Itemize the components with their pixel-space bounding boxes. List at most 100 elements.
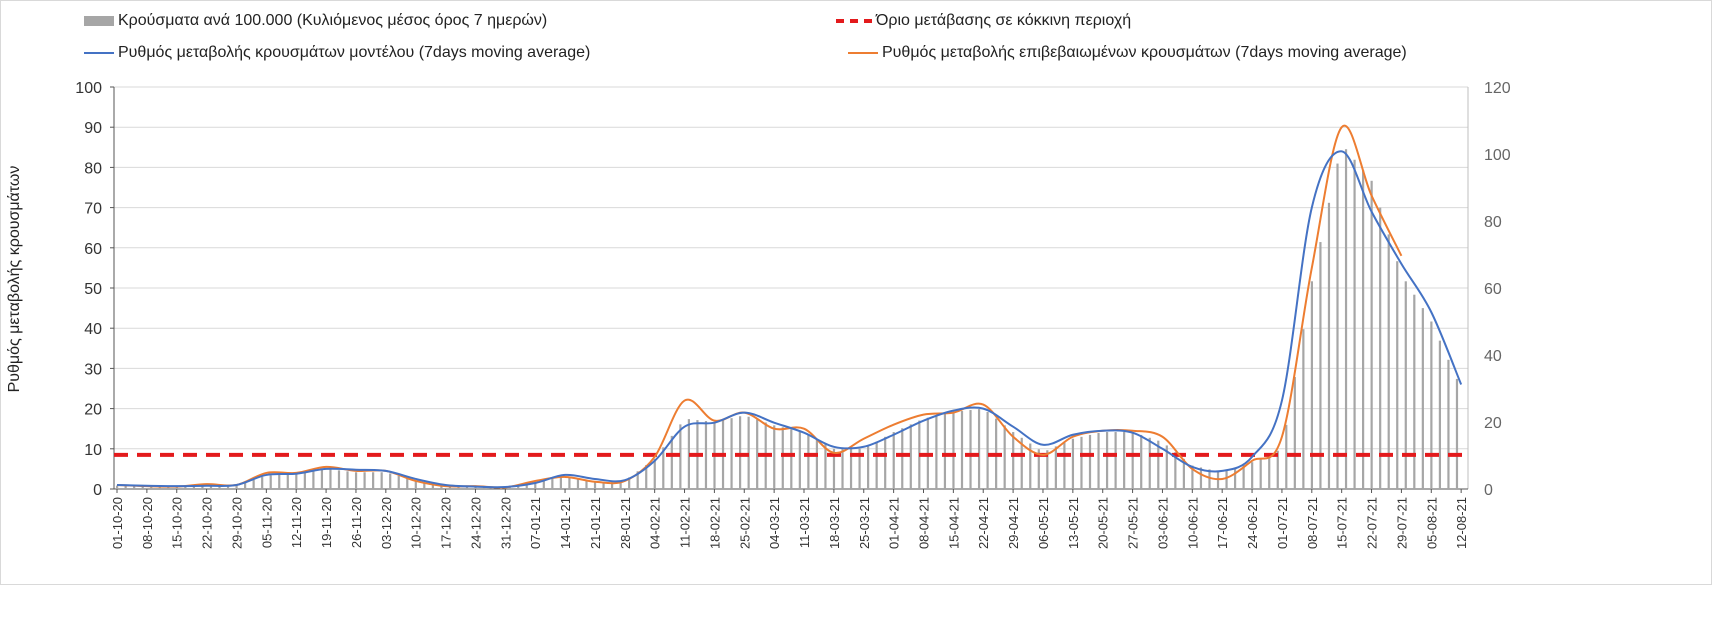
case-bar bbox=[1430, 321, 1433, 489]
case-bar bbox=[1037, 449, 1040, 489]
case-bar bbox=[158, 487, 161, 489]
case-bar bbox=[1123, 432, 1126, 489]
case-bar bbox=[628, 477, 631, 489]
case-bar bbox=[354, 472, 358, 489]
legend-dash-swatch bbox=[836, 19, 872, 23]
case-bar bbox=[116, 485, 119, 489]
x-tick-label: 15-04-21 bbox=[946, 497, 961, 549]
x-tick-label: 10-06-21 bbox=[1185, 497, 1200, 549]
case-bar bbox=[1105, 432, 1109, 489]
case-bar bbox=[1174, 452, 1177, 489]
x-tick-label: 10-12-20 bbox=[409, 497, 424, 549]
y-tick-label: 30 bbox=[84, 361, 102, 378]
y-tick-label: 90 bbox=[84, 120, 102, 137]
case-bar bbox=[1370, 180, 1373, 490]
case-bar bbox=[1088, 434, 1092, 489]
case-bar bbox=[943, 413, 947, 489]
case-bar bbox=[133, 486, 136, 489]
x-tick-label: 05-08-21 bbox=[1424, 497, 1439, 549]
case-bar bbox=[568, 476, 571, 489]
x-tick-label: 20-05-21 bbox=[1096, 497, 1111, 549]
case-bar bbox=[679, 424, 682, 489]
case-bar bbox=[329, 469, 332, 489]
case-bar bbox=[542, 480, 545, 489]
case-bar bbox=[534, 482, 537, 489]
case-bar bbox=[1114, 432, 1117, 489]
case-bar bbox=[1438, 340, 1442, 489]
legend-confirmed-line: Ρυθμός μεταβολής επιβεβαιωμένων κρουσμάτ… bbox=[848, 44, 1407, 62]
case-bar bbox=[952, 411, 955, 489]
case-bar bbox=[1276, 450, 1279, 489]
case-bar bbox=[790, 429, 793, 489]
case-bar bbox=[1191, 465, 1194, 489]
y2-tick-label: 80 bbox=[1484, 214, 1502, 231]
y2-tick-label: 120 bbox=[1484, 80, 1511, 97]
x-tick-label: 21-01-21 bbox=[588, 497, 603, 549]
x-tick-label: 15-07-21 bbox=[1335, 497, 1350, 549]
x-tick-label: 13-05-21 bbox=[1066, 497, 1081, 549]
case-bar bbox=[1054, 446, 1057, 489]
y-tick-label: 20 bbox=[84, 402, 102, 419]
x-tick-label: 31-12-20 bbox=[498, 497, 513, 549]
case-bar bbox=[1259, 458, 1262, 489]
case-bar bbox=[1242, 465, 1245, 489]
x-tick-label: 17-06-21 bbox=[1215, 497, 1230, 549]
case-bar bbox=[406, 478, 409, 489]
case-bar bbox=[440, 485, 443, 489]
case-bar bbox=[969, 410, 972, 489]
case-bar bbox=[1071, 438, 1075, 489]
case-bar bbox=[824, 444, 827, 489]
x-tick-label: 19-11-20 bbox=[319, 497, 334, 548]
case-bar bbox=[525, 483, 528, 489]
y-tick-label: 80 bbox=[84, 160, 102, 177]
y2-tick-label: 40 bbox=[1484, 348, 1502, 365]
x-tick-label: 04-02-21 bbox=[648, 497, 663, 549]
case-bar bbox=[192, 486, 196, 489]
case-bar bbox=[448, 486, 452, 489]
case-bar bbox=[781, 427, 784, 489]
x-tick-label: 08-04-21 bbox=[916, 497, 931, 549]
x-tick-label: 29-07-21 bbox=[1394, 497, 1409, 549]
case-bar bbox=[1310, 281, 1313, 489]
case-bar bbox=[244, 482, 247, 489]
y2-tick-label: 60 bbox=[1484, 281, 1502, 298]
x-tick-label: 03-06-21 bbox=[1155, 497, 1170, 549]
case-bar bbox=[389, 473, 392, 489]
case-bar bbox=[423, 482, 426, 489]
case-bar bbox=[1413, 294, 1416, 489]
case-bar bbox=[1046, 450, 1049, 489]
case-bar bbox=[141, 486, 144, 489]
case-bar bbox=[610, 481, 614, 489]
y-tick-label: 10 bbox=[84, 442, 102, 459]
case-bar bbox=[1012, 432, 1015, 489]
case-bar bbox=[482, 487, 486, 489]
x-tick-label: 03-12-20 bbox=[379, 497, 394, 549]
case-bar bbox=[849, 448, 853, 489]
case-bar bbox=[184, 486, 187, 489]
x-tick-label: 11-02-21 bbox=[678, 497, 693, 548]
case-bar bbox=[175, 487, 178, 489]
case-bar bbox=[815, 439, 819, 489]
confirmed-cases-line bbox=[116, 124, 1403, 489]
case-bar bbox=[1182, 458, 1185, 489]
case-bar bbox=[1404, 281, 1407, 489]
case-bar bbox=[269, 475, 272, 489]
case-bar bbox=[841, 448, 844, 489]
legend-model-line: Ρυθμός μεταβολής κρουσμάτων μοντέλου (7d… bbox=[84, 44, 590, 62]
case-bar bbox=[1131, 432, 1134, 489]
case-bar bbox=[1148, 437, 1151, 489]
case-bar bbox=[687, 419, 690, 489]
x-tick-label: 04-03-21 bbox=[767, 497, 782, 549]
case-bar bbox=[901, 428, 904, 489]
y-tick-label: 50 bbox=[84, 281, 102, 298]
case-bar bbox=[218, 485, 221, 489]
x-tick-label: 12-11-20 bbox=[289, 497, 304, 548]
case-bar bbox=[773, 425, 776, 489]
x-tick-label: 08-07-21 bbox=[1305, 497, 1320, 549]
case-bar bbox=[337, 470, 341, 489]
case-bar bbox=[1208, 469, 1211, 489]
case-bar bbox=[858, 448, 861, 489]
x-tick-label: 26-11-20 bbox=[349, 497, 364, 548]
case-bar bbox=[1396, 261, 1399, 489]
y-tick-label: 100 bbox=[75, 80, 102, 97]
